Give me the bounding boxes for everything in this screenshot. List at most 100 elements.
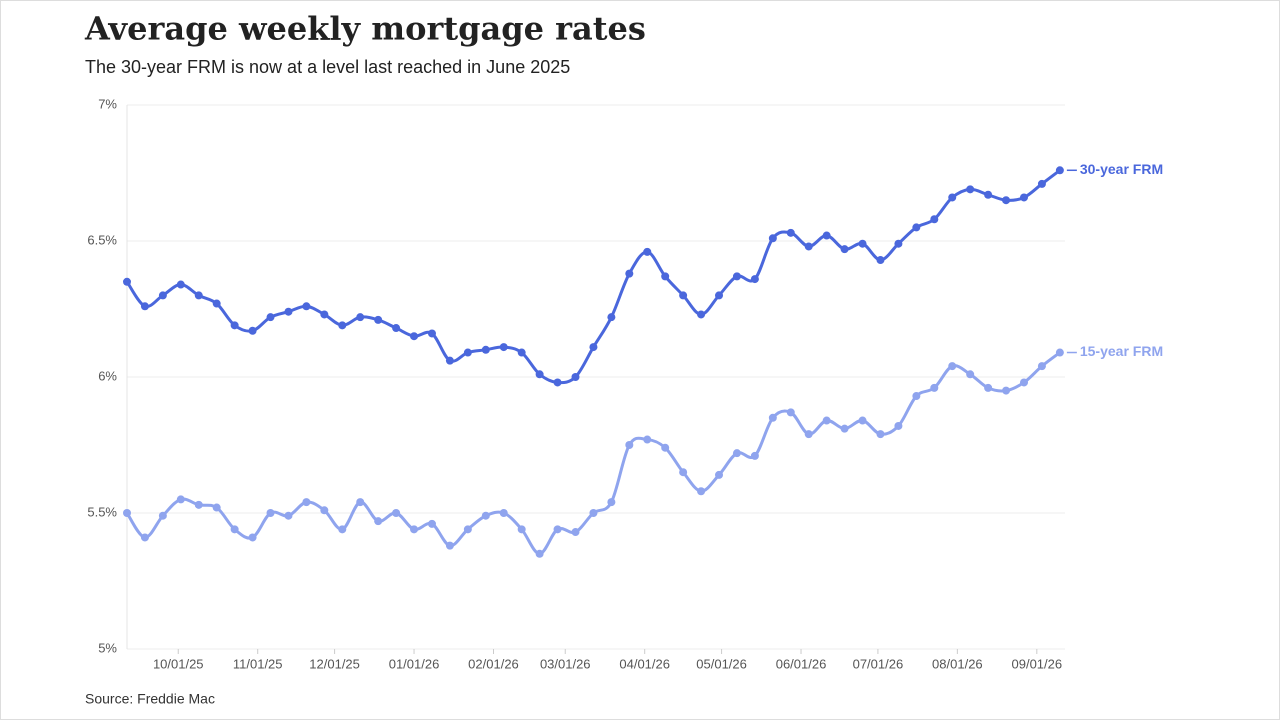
data-point xyxy=(535,370,544,379)
data-point xyxy=(840,245,849,254)
data-point xyxy=(123,277,131,286)
data-point xyxy=(732,272,741,281)
data-point xyxy=(607,498,616,507)
data-point xyxy=(445,541,454,550)
data-point xyxy=(786,228,795,237)
data-point xyxy=(715,470,724,479)
x-tick-label: 08/01/26 xyxy=(932,656,983,671)
data-point xyxy=(553,378,562,387)
data-point xyxy=(463,348,472,357)
chart-subtitle: The 30-year FRM is now at a level last r… xyxy=(85,57,570,77)
x-tick-label: 12/01/25 xyxy=(309,656,360,671)
x-tick-label: 02/01/26 xyxy=(468,656,519,671)
data-point xyxy=(786,408,795,417)
data-point xyxy=(750,275,759,284)
x-tick-label: 09/01/26 xyxy=(1012,656,1063,671)
data-point xyxy=(248,326,257,335)
data-point xyxy=(302,302,311,311)
y-tick-label: 6.5% xyxy=(87,232,117,247)
data-point xyxy=(140,533,149,542)
data-point xyxy=(356,498,365,507)
data-point xyxy=(876,430,885,439)
data-point xyxy=(517,348,526,357)
data-point xyxy=(804,430,813,439)
data-point xyxy=(194,500,203,509)
data-point xyxy=(966,370,975,379)
data-point xyxy=(948,362,957,371)
data-point xyxy=(499,343,508,352)
y-tick-label: 5.5% xyxy=(87,504,117,519)
data-point xyxy=(876,256,885,265)
data-point xyxy=(123,509,131,517)
data-point xyxy=(338,321,347,330)
data-point xyxy=(643,435,652,444)
data-point xyxy=(176,280,185,289)
data-point xyxy=(266,509,275,517)
data-point xyxy=(445,356,454,365)
data-point xyxy=(392,509,401,517)
data-point xyxy=(410,332,419,341)
data-point xyxy=(840,424,849,433)
data-point xyxy=(374,315,383,324)
data-point xyxy=(1002,196,1011,205)
data-point xyxy=(1019,378,1028,387)
data-point xyxy=(930,383,939,392)
data-point xyxy=(571,373,580,381)
data-point xyxy=(679,468,688,477)
data-point xyxy=(517,525,526,534)
data-point xyxy=(948,193,957,202)
data-point xyxy=(571,528,580,537)
data-point xyxy=(374,517,383,526)
y-tick-label: 7% xyxy=(98,96,117,111)
data-point xyxy=(499,509,508,517)
data-point xyxy=(1002,386,1011,395)
data-point xyxy=(410,525,419,534)
x-tick-label: 03/01/26 xyxy=(540,656,591,671)
data-point xyxy=(1037,362,1046,371)
data-point xyxy=(930,215,939,224)
x-tick-label: 05/01/26 xyxy=(696,656,747,671)
data-point xyxy=(625,269,634,278)
data-point xyxy=(140,302,149,311)
data-point xyxy=(589,509,598,517)
data-point xyxy=(804,242,813,251)
y-tick-label: 5% xyxy=(98,640,117,655)
data-point xyxy=(212,299,221,308)
data-point xyxy=(768,234,777,243)
data-point xyxy=(589,343,598,352)
data-point xyxy=(284,307,293,316)
data-point xyxy=(284,511,293,520)
data-point xyxy=(553,525,562,534)
data-point xyxy=(661,443,670,452)
data-point xyxy=(194,291,203,300)
data-point xyxy=(697,487,706,496)
data-point xyxy=(625,441,634,449)
data-point xyxy=(535,549,544,558)
data-point xyxy=(661,272,670,281)
data-point xyxy=(732,449,741,458)
x-tick-label: 01/01/26 xyxy=(389,656,440,671)
x-tick-label: 06/01/26 xyxy=(776,656,827,671)
source: Source: Freddie Mac xyxy=(85,691,215,707)
data-point xyxy=(715,291,724,300)
data-point xyxy=(158,291,167,300)
data-point xyxy=(912,392,921,401)
data-point xyxy=(607,313,616,322)
data-point xyxy=(1055,166,1064,175)
x-tick-label: 11/01/25 xyxy=(233,656,283,671)
data-point xyxy=(984,383,993,392)
x-tick-label: 07/01/26 xyxy=(853,656,904,671)
data-point xyxy=(679,291,688,300)
data-point xyxy=(984,190,993,199)
data-point xyxy=(392,324,401,333)
data-point xyxy=(356,313,365,322)
data-point xyxy=(302,498,311,507)
data-point xyxy=(463,525,472,534)
data-point xyxy=(643,247,652,256)
data-point xyxy=(481,345,490,354)
data-point xyxy=(894,421,903,430)
data-point xyxy=(158,511,167,520)
y-tick-label: 6% xyxy=(98,368,117,383)
